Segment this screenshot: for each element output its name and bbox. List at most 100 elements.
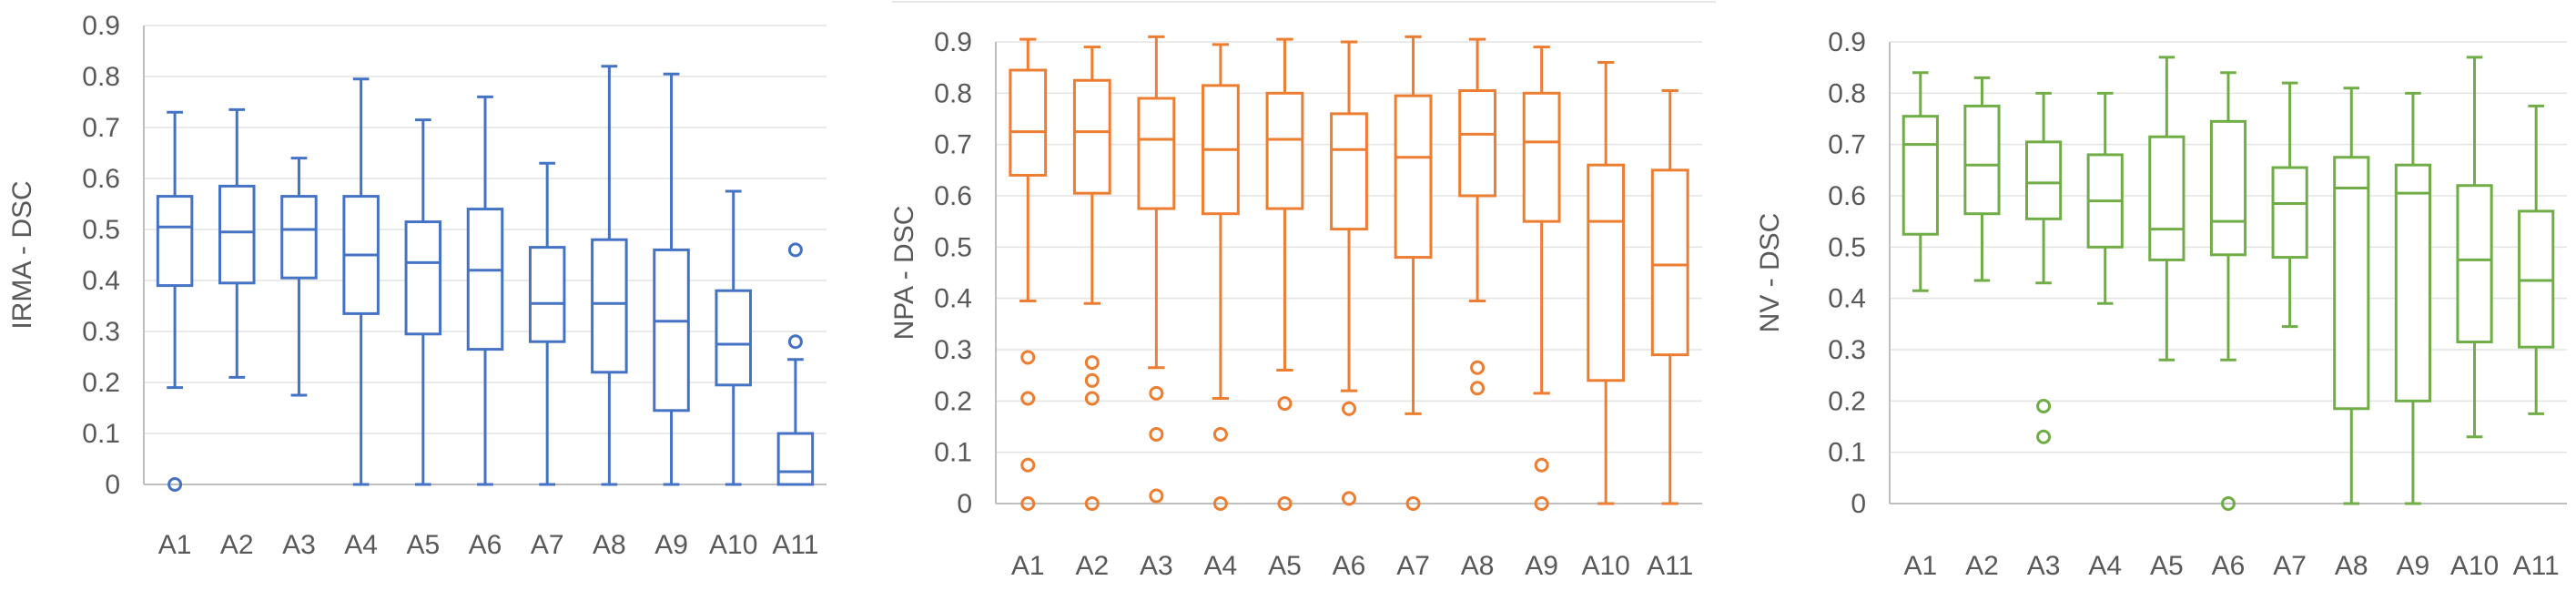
- x-tick-label: A7: [2273, 551, 2307, 581]
- outlier-point: [1405, 496, 1421, 511]
- box-a10: [1587, 61, 1626, 505]
- y-tick-label: 0.8: [82, 62, 120, 92]
- x-tick-label: A6: [2212, 551, 2246, 581]
- box-a1: [1902, 71, 1939, 292]
- box-a2: [1072, 46, 1111, 511]
- nv-dsc-chart: 0 0.1 0.2 0.3 0.4 0.5 0.6 0.7 0.8 0.9 NV - DSC A1 A2…: [1755, 27, 2567, 581]
- iqr-box: [1587, 163, 1626, 382]
- y-tick-label: 0.1: [934, 438, 972, 468]
- y-axis-label: IRMA - DSC: [7, 180, 37, 329]
- y-tick-label: 0.3: [82, 317, 120, 347]
- box-a6: [2209, 71, 2247, 511]
- outlier-point: [2036, 429, 2052, 444]
- iqr-box: [1072, 78, 1111, 195]
- x-tick-label: A8: [2335, 551, 2368, 581]
- outlier-point: [1149, 426, 1164, 442]
- iqr-box: [2148, 135, 2186, 261]
- iqr-box: [2271, 166, 2308, 260]
- outlier-point: [1020, 457, 1036, 473]
- y-tick-label: 0: [1851, 489, 1866, 519]
- x-tick-label: A5: [2150, 551, 2184, 581]
- box-a5: [404, 118, 442, 486]
- box-a4: [2086, 91, 2124, 305]
- outlier-point: [1149, 385, 1164, 401]
- box-a9: [1522, 46, 1561, 511]
- iqr-box: [156, 195, 194, 288]
- outlier-point: [1084, 355, 1100, 371]
- x-tick-label: A6: [469, 530, 502, 560]
- y-tick-label: 0.9: [1828, 27, 1866, 57]
- outlier-point: [1084, 391, 1100, 406]
- x-tick-label: A9: [1525, 551, 1558, 581]
- x-tick-label: A3: [282, 530, 316, 560]
- x-tick-label: A5: [1268, 551, 1302, 581]
- y-tick-label: 0.7: [1828, 130, 1866, 160]
- y-tick-label: 0.4: [934, 284, 972, 314]
- outlier-point: [2036, 398, 2052, 413]
- iqr-box: [1650, 168, 1689, 357]
- x-tick-label: A3: [2027, 551, 2061, 581]
- iqr-box: [1902, 115, 1939, 236]
- outlier-point: [1084, 372, 1100, 388]
- y-tick-label: 0.2: [82, 368, 120, 398]
- y-axis-label: NV - DSC: [1755, 213, 1785, 333]
- box-a3: [280, 157, 318, 397]
- box-a8: [2333, 87, 2370, 505]
- x-tick-label: A7: [1396, 551, 1430, 581]
- x-tick-label: A1: [158, 530, 192, 560]
- box-a6: [1330, 40, 1368, 506]
- x-tick-label: A2: [1075, 551, 1109, 581]
- outlier-point: [1342, 491, 1356, 506]
- x-tick-label: A9: [2397, 551, 2430, 581]
- x-tick-label: A2: [220, 530, 254, 560]
- box-a5: [1265, 37, 1304, 511]
- x-tick-label: A3: [1140, 551, 1173, 581]
- iqr-box: [218, 184, 256, 285]
- y-tick-label: 0.8: [1828, 78, 1866, 108]
- iqr-box: [2024, 140, 2063, 220]
- iqr-box: [1330, 112, 1368, 231]
- box-a2: [1963, 76, 2001, 282]
- y-tick-label: 0.2: [934, 386, 972, 416]
- npa-dsc-chart: 0 0.1 0.2 0.3 0.4 0.5 0.6 0.7 0.8 0.9 NPA - DSC A1 A…: [889, 1, 1716, 581]
- box-a8: [591, 65, 628, 486]
- y-tick-label: 0.3: [934, 335, 972, 365]
- iqr-box: [2456, 184, 2493, 344]
- y-tick-label: 0.6: [1828, 181, 1866, 211]
- iqr-box: [404, 220, 442, 336]
- box-a8: [1458, 37, 1496, 396]
- x-tick-label: A10: [1581, 551, 1629, 581]
- y-tick-label: 0.4: [82, 266, 120, 296]
- x-tick-label: A11: [2513, 551, 2560, 581]
- iqr-box: [1137, 97, 1176, 210]
- y-axis-label: NPA - DSC: [889, 206, 919, 341]
- y-tick-label: 0.1: [82, 419, 120, 449]
- x-tick-label: A10: [709, 530, 757, 560]
- x-tick-label: A5: [406, 530, 440, 560]
- x-tick-label: A4: [344, 530, 378, 560]
- iqr-box: [1522, 91, 1561, 223]
- x-tick-label: A6: [1333, 551, 1366, 581]
- box-a10: [715, 189, 752, 486]
- x-tick-label: A4: [2088, 551, 2122, 581]
- box-a6: [466, 95, 504, 486]
- box-a11: [2518, 104, 2555, 415]
- iqr-box: [1458, 89, 1496, 198]
- y-tick-label: 0.6: [934, 181, 972, 211]
- y-tick-label: 0.9: [82, 11, 120, 41]
- box-a2: [218, 107, 256, 379]
- outlier-point: [787, 242, 803, 258]
- y-tick-label: 0.1: [1828, 438, 1866, 468]
- iqr-box: [280, 195, 318, 280]
- box-a7: [2271, 81, 2308, 329]
- outlier-point: [1534, 496, 1549, 511]
- irma-dsc-chart: 0 0.1 0.2 0.3 0.4 0.5 0.6 0.7 0.8 0.9 IRMA - DSC A1…: [7, 11, 827, 560]
- box-a1: [156, 110, 194, 492]
- box-a3: [1137, 35, 1176, 504]
- box-a3: [2024, 91, 2063, 444]
- y-tick-label: 0.5: [1828, 232, 1866, 262]
- x-tick-label: A2: [1965, 551, 1999, 581]
- y-tick-label: 0.6: [82, 164, 120, 194]
- outlier-point: [167, 477, 183, 492]
